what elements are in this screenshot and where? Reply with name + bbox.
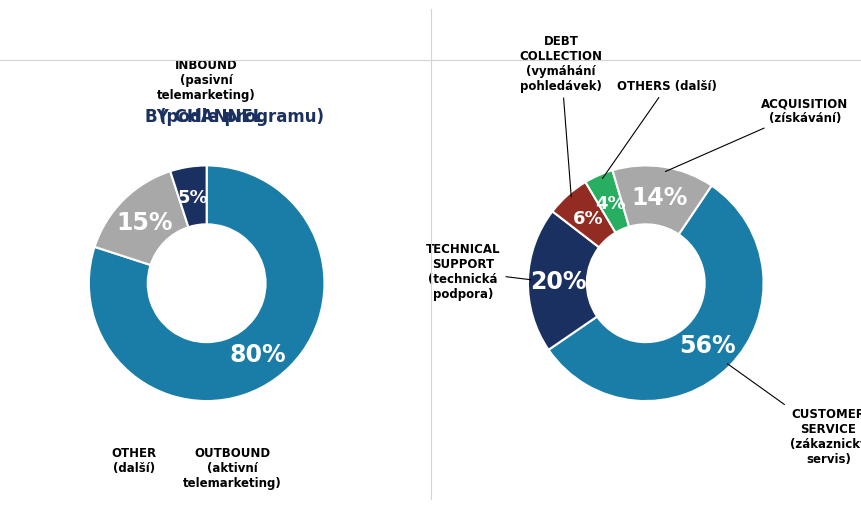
Text: DEBT
COLLECTION
(vymáhání
pohledávek): DEBT COLLECTION (vymáhání pohledávek): [519, 35, 603, 197]
Text: 20%: 20%: [530, 269, 587, 293]
Text: 14%: 14%: [631, 186, 687, 210]
Text: 4%: 4%: [596, 195, 626, 213]
Text: 5%: 5%: [177, 189, 208, 207]
Wedge shape: [528, 212, 599, 350]
Wedge shape: [89, 166, 325, 401]
Wedge shape: [548, 186, 764, 401]
Wedge shape: [612, 166, 712, 235]
Wedge shape: [585, 171, 629, 233]
Wedge shape: [553, 183, 616, 248]
Text: (podle programu): (podle programu): [90, 108, 324, 126]
Text: 15%: 15%: [117, 210, 173, 234]
Text: OUTBOUND
(aktivní
telemarketing): OUTBOUND (aktivní telemarketing): [183, 446, 282, 489]
Wedge shape: [95, 172, 189, 266]
Wedge shape: [170, 166, 207, 228]
Text: CUSTOMER
SERVICE
(zákaznický
servis): CUSTOMER SERVICE (zákaznický servis): [728, 364, 861, 465]
Text: 6%: 6%: [573, 210, 604, 228]
Text: OTHER
(další): OTHER (další): [111, 446, 156, 474]
Text: ACQUISITION
(získávání): ACQUISITION (získávání): [666, 97, 848, 172]
Text: 56%: 56%: [679, 333, 736, 357]
Text: BY CHANNEL: BY CHANNEL: [145, 108, 269, 126]
Text: TECHNICAL
SUPPORT
(technická
podpora): TECHNICAL SUPPORT (technická podpora): [426, 243, 531, 301]
Text: 80%: 80%: [230, 342, 286, 366]
Text: INBOUND
(pasivní
telemarketing): INBOUND (pasivní telemarketing): [158, 59, 256, 101]
Text: OTHERS (další): OTHERS (další): [603, 80, 717, 179]
